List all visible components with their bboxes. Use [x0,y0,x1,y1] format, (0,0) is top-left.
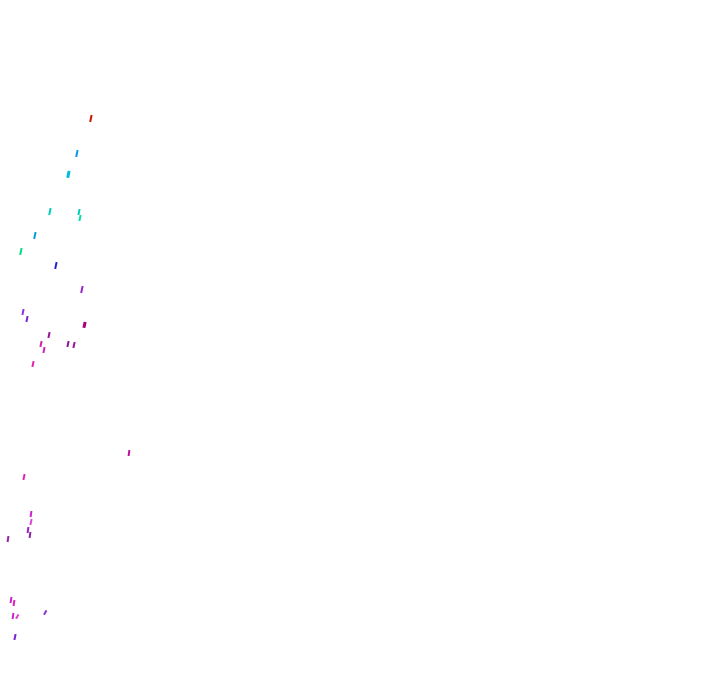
speck [80,285,84,294]
speck [13,633,17,641]
speck [75,149,79,158]
speck [26,526,30,534]
speck [33,231,37,240]
speck [89,114,93,123]
speck [6,535,10,543]
speck [127,449,131,457]
speck [78,214,82,222]
speck [43,609,48,616]
speck [31,360,35,368]
speck [25,315,29,323]
speck [66,340,70,348]
speck [12,599,16,607]
speck [39,340,43,348]
speck [29,518,33,526]
speck [42,346,46,354]
speck [21,308,25,316]
speck [28,531,32,539]
speck [48,207,52,216]
speck [9,596,13,604]
speck [77,208,81,216]
speck [82,321,87,329]
speck [11,612,15,620]
speck [29,510,33,518]
speck [19,247,23,256]
speck-group [6,114,131,641]
speck [54,261,58,270]
speck [47,331,51,339]
speck [66,170,71,179]
speck [72,341,76,349]
speck [22,473,26,481]
speck [15,613,20,620]
